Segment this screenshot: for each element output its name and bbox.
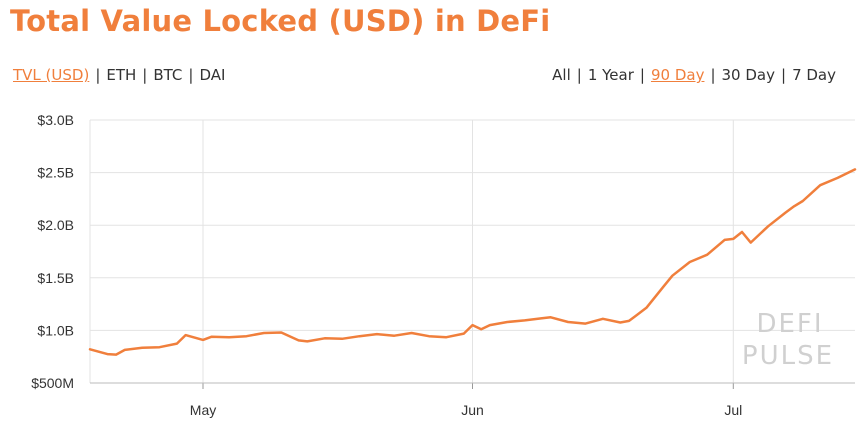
range-option[interactable]: All (552, 66, 571, 84)
toggle-separator: | (710, 66, 716, 84)
x-axis-labels: May Jun Jul (190, 402, 742, 418)
y-axis-labels: $500M $1.0B $1.5B $2.0B $2.5B $3.0B (31, 112, 74, 391)
toggle-separator: | (639, 66, 645, 84)
chart-title: Total Value Locked (USD) in DeFi (10, 4, 551, 38)
range-option[interactable]: 90 Day (650, 66, 705, 84)
chart-axes (89, 120, 855, 389)
watermark-line-1: DEFI (756, 309, 823, 339)
series-option[interactable]: ETH (106, 66, 137, 84)
x-tick-label: Jun (461, 402, 484, 418)
chart-grid (90, 119, 855, 384)
y-tick-label: $1.5B (37, 270, 74, 286)
y-tick-label: $2.0B (37, 217, 74, 233)
toggle-separator: | (95, 66, 101, 84)
range-option[interactable]: 30 Day (721, 66, 775, 84)
series-option[interactable]: BTC (153, 66, 183, 84)
x-tick-label: Jul (724, 402, 742, 418)
tvl-series-line (88, 168, 857, 356)
series-option[interactable]: TVL (USD) (13, 66, 90, 84)
y-tick-label: $3.0B (37, 112, 74, 128)
toggle-separator: | (188, 66, 194, 84)
chart-series (88, 168, 857, 356)
toggle-separator: | (576, 66, 582, 84)
toggle-separator: | (142, 66, 148, 84)
series-option[interactable]: DAI (199, 66, 226, 84)
range-option[interactable]: 7 Day (792, 66, 836, 84)
y-tick-label: $500M (31, 375, 74, 391)
series-toggle: TVL (USD) | ETH | BTC | DAI (13, 66, 225, 84)
y-tick-label: $2.5B (37, 165, 74, 181)
defi-pulse-watermark: DEFI PULSE (742, 309, 834, 371)
x-tick-label: May (190, 402, 216, 418)
y-tick-label: $1.0B (37, 322, 74, 338)
toggle-separator: | (781, 66, 787, 84)
range-option[interactable]: 1 Year (587, 66, 634, 84)
watermark-line-2: PULSE (742, 341, 834, 371)
range-toggle: All | 1 Year | 90 Day | 30 Day | 7 Day (552, 66, 836, 84)
